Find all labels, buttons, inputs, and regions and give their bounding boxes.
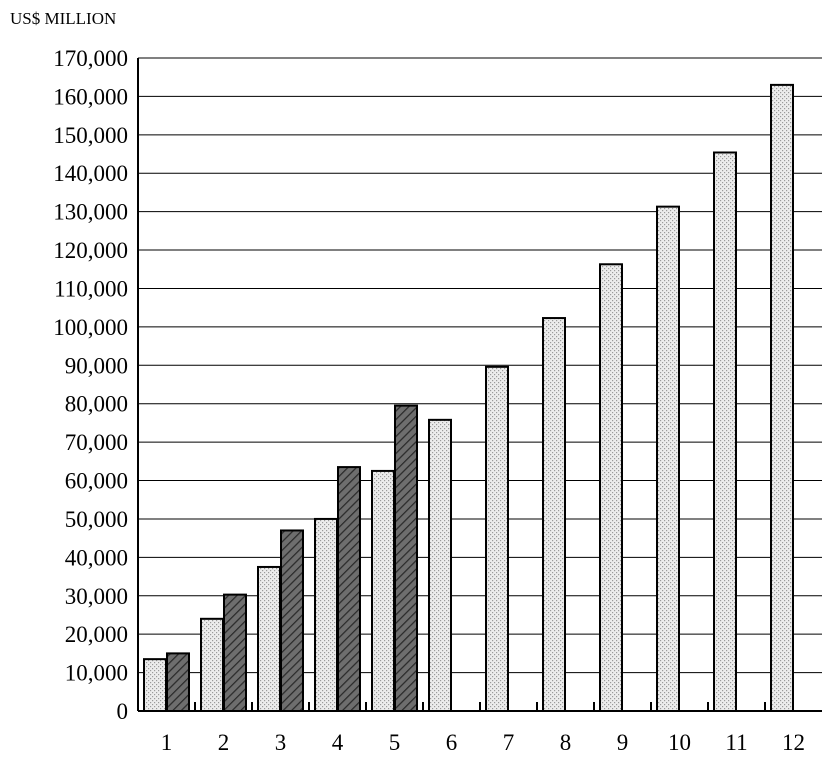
bar-series-1-cat-5 xyxy=(371,469,395,713)
bar-series-1-cat-3 xyxy=(257,565,281,712)
x-tick-label: 2 xyxy=(218,730,230,755)
bar-series-1-cat-9 xyxy=(599,263,623,712)
x-tick-label: 10 xyxy=(668,730,691,755)
bar-series-2-cat-1 xyxy=(166,652,190,712)
y-tick-label: 70,000 xyxy=(65,430,128,455)
x-tick-label: 6 xyxy=(446,730,458,755)
x-tick-label: 3 xyxy=(275,730,287,755)
y-tick-label: 20,000 xyxy=(65,622,128,647)
x-tick-label: 9 xyxy=(617,730,629,755)
x-tick-label: 5 xyxy=(389,730,401,755)
bar-series-2-cat-4 xyxy=(337,466,361,712)
bar-series-1-cat-7 xyxy=(485,365,509,712)
y-tick-label: 100,000 xyxy=(53,315,128,340)
x-tick-label: 12 xyxy=(782,730,805,755)
y-tick-label: 90,000 xyxy=(65,353,128,378)
y-tick-label: 130,000 xyxy=(53,200,128,225)
y-tick-label: 10,000 xyxy=(65,661,128,686)
bar-series-2-cat-5 xyxy=(394,404,418,712)
bar-series-2-cat-2 xyxy=(223,593,247,713)
y-tick-label: 30,000 xyxy=(65,584,128,609)
x-tick-label: 4 xyxy=(332,730,344,755)
bar-series-2-cat-3 xyxy=(280,529,304,713)
bar-series-1-cat-10 xyxy=(656,205,680,712)
gridlines xyxy=(138,57,822,674)
y-tick-label: 160,000 xyxy=(53,84,128,109)
y-tick-label: 110,000 xyxy=(54,276,128,301)
x-tick-label: 8 xyxy=(560,730,572,755)
bar-series-1-cat-2 xyxy=(200,617,224,712)
bar-series-1-cat-12 xyxy=(770,83,794,712)
x-tick-label: 1 xyxy=(161,730,173,755)
bar-series-1-cat-4 xyxy=(314,517,338,712)
bar-series-1-cat-11 xyxy=(713,151,737,713)
y-tick-label: 150,000 xyxy=(53,123,128,148)
bar-series-1-cat-1 xyxy=(143,658,167,712)
y-unit-label: US$ MILLION xyxy=(10,9,116,28)
bar-series-1-cat-8 xyxy=(542,317,566,712)
x-tick-label: 11 xyxy=(725,730,747,755)
x-tick-labels: 1 2 3 4 5 6 7 8 9 10 11 12 xyxy=(161,730,805,755)
bars xyxy=(143,83,794,713)
axes xyxy=(137,58,822,712)
y-tick-label: 50,000 xyxy=(65,507,128,532)
bar-series-1-cat-6 xyxy=(428,418,452,712)
y-tick-labels: 0 10,000 20,000 30,000 40,000 50,000 60,000 70,… xyxy=(53,46,128,724)
y-tick-label: 170,000 xyxy=(53,46,128,71)
x-tick-label: 7 xyxy=(503,730,515,755)
y-tick-label: 80,000 xyxy=(65,392,128,417)
y-tick-label: 0 xyxy=(117,699,129,724)
y-tick-label: 40,000 xyxy=(65,545,128,570)
y-tick-label: 140,000 xyxy=(53,161,128,186)
y-tick-label: 60,000 xyxy=(65,469,128,494)
y-tick-label: 120,000 xyxy=(53,238,128,263)
